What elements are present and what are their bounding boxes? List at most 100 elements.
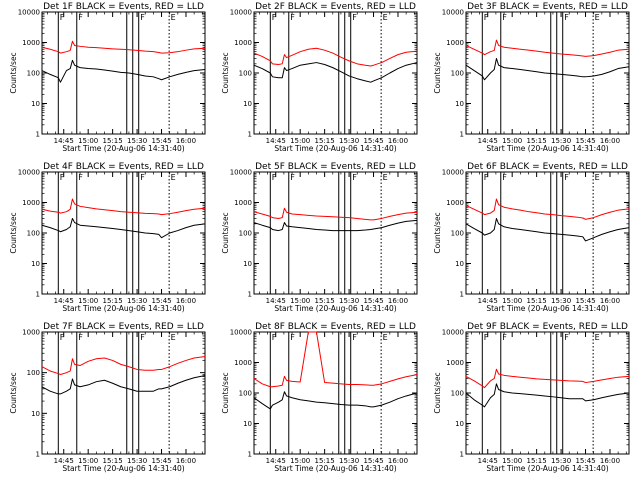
- panel-title: Det 7F BLACK = Events, RED = LLD: [43, 322, 204, 332]
- panel-title: Det 5F BLACK = Events, RED = LLD: [255, 162, 416, 172]
- x-tick-label: 14:45: [54, 297, 74, 305]
- y-tick-label: 1: [460, 451, 464, 459]
- x-axis-label: Start Time (20-Aug-06 14:31:40): [486, 144, 608, 153]
- axis-frame: [41, 171, 206, 295]
- x-tick-label: 15:15: [103, 457, 123, 465]
- event-marker-label: F: [78, 333, 83, 342]
- x-tick-label: 15:15: [103, 297, 123, 305]
- event-marker-label: E: [171, 173, 176, 182]
- event-marker-label: E: [383, 173, 388, 182]
- event-marker-label: E: [171, 13, 176, 22]
- y-tick-label: 10000: [18, 9, 40, 17]
- y-tick-label: 1000: [446, 359, 464, 367]
- x-tick-label: 16:00: [388, 297, 408, 305]
- x-tick-label: 15:30: [339, 297, 359, 305]
- event-marker-label: E: [595, 333, 600, 342]
- y-tick-label: 10: [243, 420, 252, 428]
- y-tick-label: 1: [36, 131, 40, 139]
- event-marker-label: F: [484, 333, 489, 342]
- x-tick-label: 14:45: [266, 457, 286, 465]
- panel-title: Det 2F BLACK = Events, RED = LLD: [255, 2, 416, 12]
- y-tick-label: 1000: [446, 39, 464, 47]
- event-marker-label: F: [352, 13, 357, 22]
- x-tick-label: 16:00: [388, 137, 408, 145]
- series-line-lld: [253, 47, 418, 67]
- y-tick-label: 1000: [234, 359, 252, 367]
- event-marker-label: F: [290, 13, 295, 22]
- x-tick-label: 15:30: [127, 457, 147, 465]
- x-tick-label: 16:00: [600, 137, 620, 145]
- y-tick-label: 1: [248, 291, 252, 299]
- x-tick-label: 16:00: [600, 297, 620, 305]
- x-tick-label: 15:45: [151, 297, 171, 305]
- event-marker-label: F: [502, 13, 507, 22]
- y-tick-label: 1000: [22, 329, 40, 337]
- x-tick-label: 15:15: [527, 457, 547, 465]
- panel-title: Det 6F BLACK = Events, RED = LLD: [467, 162, 628, 172]
- event-marker-label: F: [484, 13, 489, 22]
- x-tick-label: 15:15: [315, 297, 335, 305]
- x-tick-label: 15:45: [363, 457, 383, 465]
- series-line-events: [41, 217, 206, 239]
- y-tick-label: 1: [36, 451, 40, 459]
- event-marker-label: F: [140, 173, 145, 182]
- event-marker-label: F: [140, 13, 145, 22]
- x-tick-label: 15:30: [551, 457, 571, 465]
- event-marker-label: E: [383, 333, 388, 342]
- x-axis-label: Start Time (20-Aug-06 14:31:40): [486, 304, 608, 313]
- x-tick-label: 15:00: [78, 297, 98, 305]
- event-marker-label: F: [140, 333, 145, 342]
- x-axis-label: Start Time (20-Aug-06 14:31:40): [62, 144, 184, 153]
- y-tick-label: 10000: [230, 169, 252, 177]
- event-marker-label: F: [352, 173, 357, 182]
- y-tick-label: 100: [27, 70, 40, 78]
- series-line-lld: [41, 198, 206, 216]
- x-tick-label: 15:45: [575, 297, 595, 305]
- x-tick-label: 15:00: [78, 457, 98, 465]
- y-axis-label: Counts/sec: [221, 52, 230, 93]
- series-line-events: [465, 217, 630, 242]
- y-tick-label: 10000: [230, 9, 252, 17]
- x-tick-label: 15:45: [363, 137, 383, 145]
- series-line-events: [41, 59, 206, 83]
- series-line-lld: [465, 198, 630, 220]
- series-line-lld: [253, 331, 418, 388]
- series-line-events: [41, 375, 206, 395]
- panel-title: Det 3F BLACK = Events, RED = LLD: [467, 2, 628, 12]
- event-marker-label: F: [272, 333, 277, 342]
- y-tick-label: 1000: [22, 199, 40, 207]
- x-axis-label: Start Time (20-Aug-06 14:31:40): [486, 464, 608, 473]
- y-tick-label: 100: [451, 390, 464, 398]
- event-marker-label: F: [272, 173, 277, 182]
- event-marker-label: E: [595, 173, 600, 182]
- y-tick-label: 10: [243, 260, 252, 268]
- x-tick-label: 14:45: [478, 297, 498, 305]
- series-line-lld: [253, 207, 418, 221]
- y-tick-label: 10: [31, 100, 40, 108]
- x-tick-label: 14:45: [54, 457, 74, 465]
- y-tick-label: 100: [239, 70, 252, 78]
- event-marker-label: E: [171, 333, 176, 342]
- y-tick-label: 10: [455, 260, 464, 268]
- x-tick-label: 15:15: [315, 457, 335, 465]
- x-tick-label: 15:00: [78, 137, 98, 145]
- panel-2: Det 2F BLACK = Events, RED = LLD 1 10 100 10…: [221, 2, 418, 153]
- panel-6: Det 6F BLACK = Events, RED = LLD 1 10 100 10…: [433, 162, 630, 313]
- x-tick-label: 15:30: [127, 297, 147, 305]
- y-axis-label: Counts/sec: [9, 372, 18, 413]
- y-tick-label: 1000: [446, 199, 464, 207]
- x-axis-label: Start Time (20-Aug-06 14:31:40): [274, 144, 396, 153]
- y-axis-label: Counts/sec: [9, 52, 18, 93]
- event-marker-label: F: [78, 173, 83, 182]
- x-tick-label: 14:45: [478, 457, 498, 465]
- y-tick-label: 10: [243, 100, 252, 108]
- panel-1: Det 1F BLACK = Events, RED = LLD 1 10 100 10…: [9, 2, 206, 153]
- x-tick-label: 14:45: [266, 297, 286, 305]
- event-marker-label: F: [78, 13, 83, 22]
- x-tick-label: 15:45: [151, 137, 171, 145]
- y-tick-label: 1000: [234, 199, 252, 207]
- x-tick-label: 14:45: [478, 137, 498, 145]
- y-tick-label: 10000: [442, 169, 464, 177]
- y-tick-label: 1: [460, 291, 464, 299]
- y-tick-label: 1: [248, 451, 252, 459]
